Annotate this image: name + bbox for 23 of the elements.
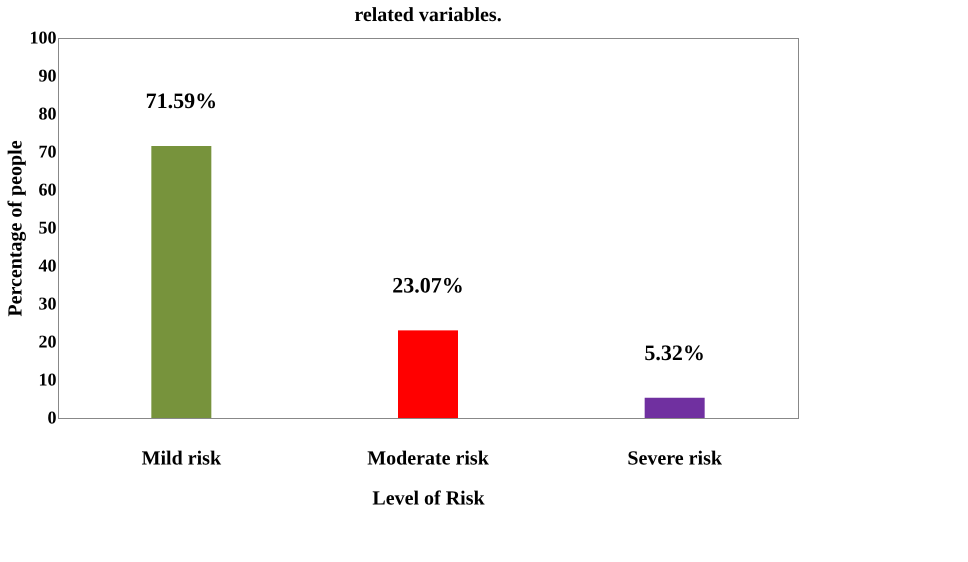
x-tick-label: Mild risk [142, 448, 222, 470]
y-axis-title: Percentage of people [4, 140, 26, 317]
y-tick-label: 0 [48, 408, 56, 428]
y-tick-label: 20 [38, 332, 56, 352]
bar [151, 146, 212, 418]
data-label: 23.07% [392, 272, 464, 298]
y-tick-label: 30 [38, 294, 56, 314]
x-tick-label: Moderate risk [367, 448, 490, 470]
y-tick-label: 10 [38, 370, 56, 390]
x-axis-title: Level of Risk [372, 488, 486, 510]
data-label: 71.59% [146, 88, 218, 113]
bar [398, 330, 458, 418]
y-tick-label: 50 [38, 218, 56, 238]
y-tick-label: 40 [38, 256, 56, 276]
chart-title: related variables. [354, 4, 502, 26]
y-tick-label: 70 [38, 142, 56, 162]
y-tick-label: 60 [38, 180, 56, 200]
y-tick-label: 80 [38, 104, 56, 124]
x-tick-label: Severe risk [627, 448, 723, 470]
data-label: 5.32% [644, 340, 705, 365]
bar [644, 398, 705, 418]
y-tick-label: 100 [30, 28, 56, 48]
y-tick-label: 90 [38, 66, 56, 86]
